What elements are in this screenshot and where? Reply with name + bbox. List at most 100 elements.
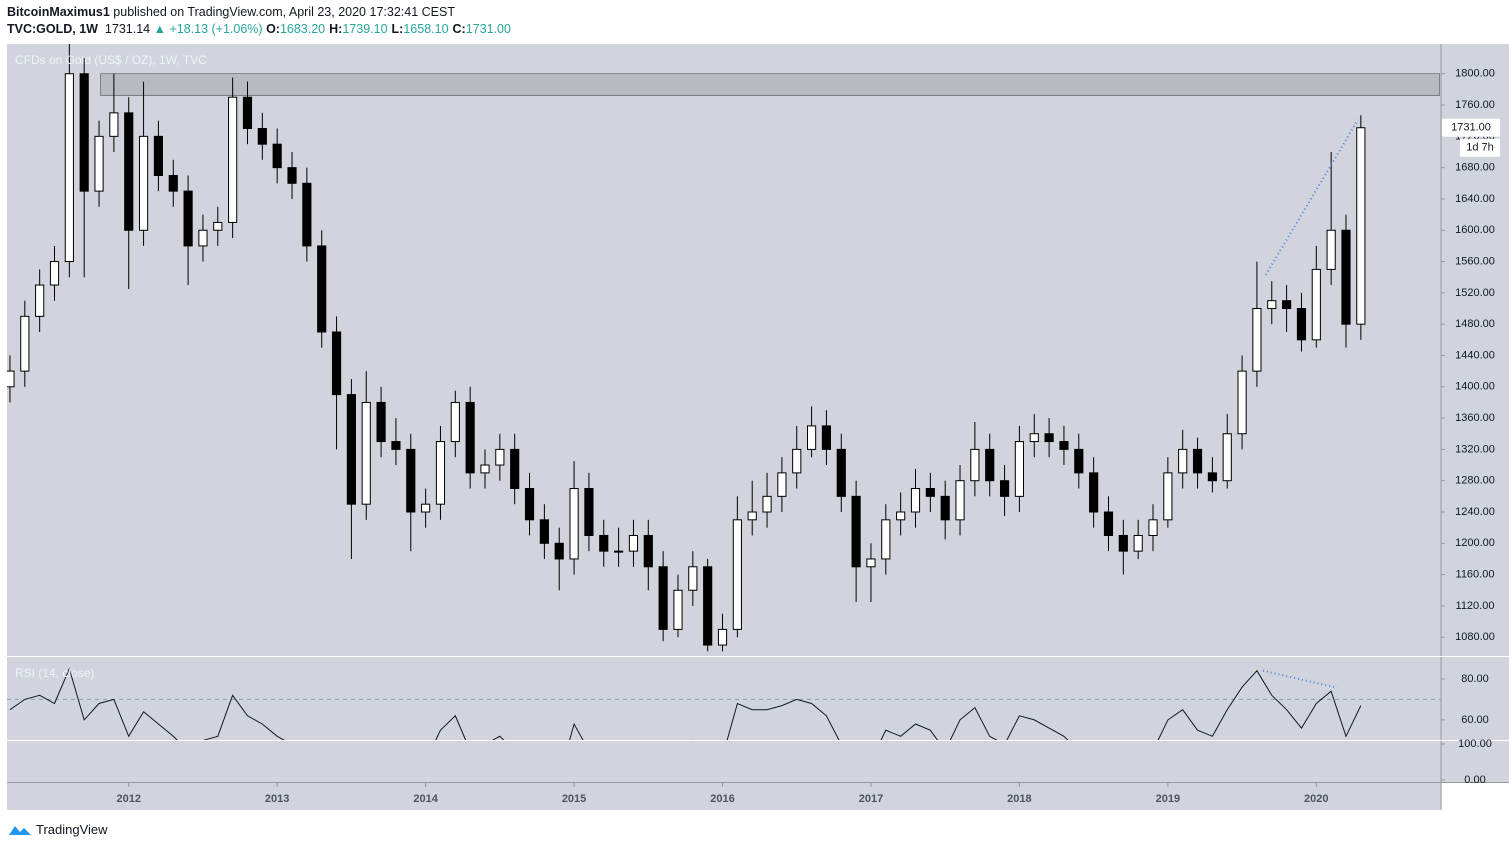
time-axis [7,783,1441,810]
candle-body [421,503,431,513]
change: +18.13 (+1.06%) [169,22,263,36]
countdown: 1d 7h [1466,142,1494,154]
candle-body [569,488,579,560]
last-price-box [1442,118,1500,137]
candle-body [183,190,193,247]
rsi-line [9,667,1362,740]
candle-body [94,135,104,192]
last-price-label: 1731.00 [1451,122,1491,134]
author[interactable]: BitcoinMaximus1 [7,5,110,19]
y-tick-label: 1800.00 [1455,68,1495,80]
candle-body [673,589,683,630]
ohlc-value: 1731.00 [465,22,511,36]
x-tick-label: 2013 [265,793,289,805]
candle-body [524,488,535,521]
candle-body [1044,433,1054,443]
candle-body [228,96,238,223]
rsi-pane [7,657,1441,740]
candle-body [955,480,965,521]
candle-body [614,550,624,553]
candle-body [539,519,549,544]
y-tick-label: 1280.00 [1455,475,1495,487]
symbol: TVC:GOLD, 1W [7,22,98,36]
candle-body [79,73,89,192]
rsi-trendline [1262,669,1338,689]
candle-body [970,448,980,482]
candle-body [1311,268,1321,341]
ohlc-label: L: [391,22,404,36]
candle-body [64,73,74,263]
header: BitcoinMaximus1 published on TradingView… [7,4,515,38]
candle-body [317,245,327,333]
candle-body [1089,472,1099,513]
y-tick-label: 1560.00 [1455,255,1495,267]
candle-body [717,628,728,646]
candle-body [153,135,163,176]
resistance-zone [100,73,1440,96]
candle-body [658,566,668,630]
candle-body [1192,448,1203,474]
y-tick-label: 1760.00 [1455,99,1495,111]
x-tick-label: 2012 [116,793,140,805]
publish-line: BitcoinMaximus1 published on TradingView… [7,4,515,21]
series-legend: CFDs on Gold (US$ / OZ), 1W, TVC [15,53,207,67]
candle-body [643,534,653,568]
candle-body [985,448,995,482]
candle-body [406,448,416,513]
candle-body [109,112,119,137]
candle-body [49,261,60,286]
candle-body [213,221,223,231]
y-tick-label: 1320.00 [1455,443,1495,455]
candle-body [1252,308,1262,372]
candle-body [124,112,134,231]
candle-body [777,472,787,497]
candle-body [807,425,817,450]
candle-body [866,558,876,568]
candle-body [940,495,950,521]
y-tick-label: 1160.00 [1456,569,1495,581]
candle-body [732,519,742,630]
candle-body [198,229,208,247]
arrow: ▲ [153,22,166,36]
ohlc-value: 1658.10 [403,22,449,36]
candle-body [435,441,446,505]
y-tick-label: 80.00 [1461,673,1489,685]
candle-body [821,425,832,450]
candle-body [391,441,401,450]
candle-body [35,284,45,317]
y-tick-label: 1120.00 [1456,600,1495,612]
y-tick-label: 1520.00 [1455,287,1495,299]
candle-body [168,174,178,192]
x-tick-label: 2017 [859,793,883,805]
candle-body [495,448,505,466]
x-tick-label: 2015 [562,793,586,805]
candle-body [242,96,253,130]
price-axis [1441,44,1509,782]
candle-body [138,135,149,231]
y-tick-label: 1640.00 [1455,193,1495,205]
price-plot [7,44,1440,652]
candle-body [747,511,757,521]
y-tick-label: 1440.00 [1455,349,1495,361]
candle-body [1148,519,1158,536]
candle-body [361,401,371,505]
candle-body [1118,534,1128,552]
candle-body [510,448,520,490]
candle-body [20,315,30,372]
candle-body [1237,370,1247,435]
rsi-legend: RSI (14, close) [15,666,94,680]
candle-body [1296,308,1307,341]
y-tick-label: 0.00 [1464,774,1485,786]
candle-body [688,566,698,591]
candle-body [1103,511,1114,536]
candle-body [1341,229,1351,325]
x-tick-label: 2019 [1156,793,1180,805]
y-tick-label: 100.00 [1458,738,1492,750]
brand[interactable]: TradingView [36,822,108,837]
ohlc-value: 1683.20 [279,22,326,36]
candle-body [7,370,15,388]
candle-body [287,167,297,184]
candle-body [836,448,846,497]
